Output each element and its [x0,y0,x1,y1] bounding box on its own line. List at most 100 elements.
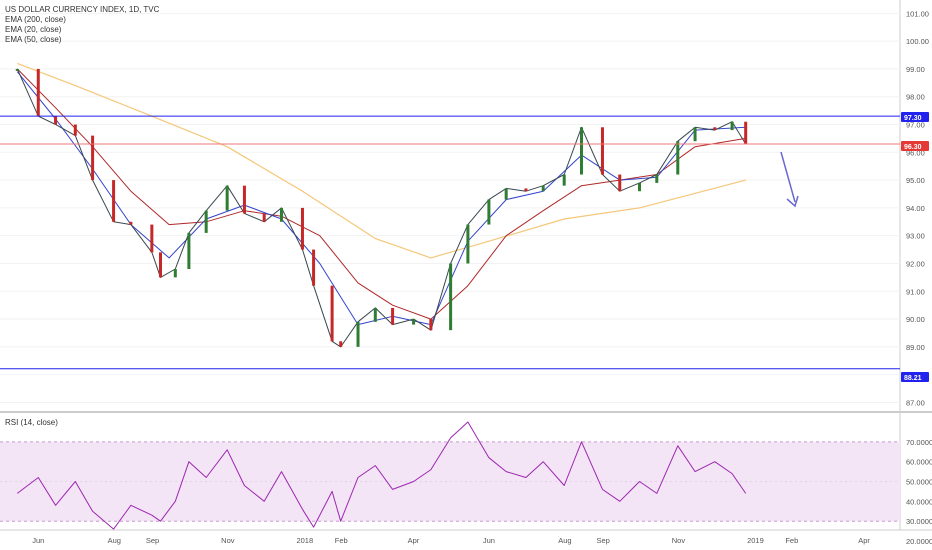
price-candle [73,124,77,136]
time-tick-label: 2019 [747,536,764,545]
badge-current: 96.30 [901,141,929,151]
price-tick-label: 92.00 [906,259,925,268]
price-candle [429,319,433,331]
price-panel[interactable] [0,0,900,410]
legend-rsi[interactable]: RSI (14, close) [5,418,58,427]
price-candle [466,224,470,264]
price-candle [579,127,583,175]
price-tick-label: 94.00 [906,204,925,213]
time-tick-label: Jun [483,536,495,545]
legend-ema200[interactable]: EMA (200, close) [5,15,66,24]
price-tick-label: 95.00 [906,176,925,185]
price-candle [412,319,416,325]
time-tick-label: Apr [408,536,420,545]
price-tick-label: 93.00 [906,232,925,241]
price-candle [541,185,545,192]
time-tick-label: Sep [146,536,159,545]
badge-upper-text: 97.30 [904,115,922,122]
price-candle [693,127,697,142]
price-tick-label: 91.00 [906,287,925,296]
rsi-tick-label: 70.0000 [906,438,932,447]
price-candle [112,180,116,222]
price-candle [36,68,40,117]
price-candle [330,285,334,342]
price-candle [242,185,246,214]
legend-ema20[interactable]: EMA (20, close) [5,25,62,34]
time-tick-label: Sep [596,536,609,545]
ema50-series [16,68,746,320]
price-candle [730,121,734,131]
price-candle [339,341,343,347]
price-candle [676,141,680,175]
price-candle [562,174,566,186]
time-tick-label: Nov [672,536,686,545]
down-arrow-annotation[interactable] [780,151,799,208]
price-candle [356,321,360,347]
price-candle [204,210,208,233]
price-candle [655,174,659,183]
price-candle [54,116,58,125]
badge-current-text: 96.30 [904,144,922,151]
price-axis[interactable]: 101.00 100.00 99.00 98.00 97.00 96.00 95.00 94.… [906,9,929,407]
time-tick-label: Aug [108,536,121,545]
price-candle [391,307,395,325]
price-line [16,68,747,348]
rsi-tick-label: 30.0000 [906,517,932,526]
price-candle [373,307,377,322]
rsi-tick-label: 20.0000 [906,537,932,546]
time-tick-label: Apr [858,536,870,545]
time-tick-label: Aug [558,536,571,545]
price-candle [300,207,304,250]
price-candle [487,199,491,225]
price-points [15,68,748,347]
price-candle [15,68,19,71]
time-tick-label: Jun [32,536,44,545]
badge-upper: 97.30 [901,112,929,122]
time-tick-label: Nov [221,536,235,545]
legend-ema50[interactable]: EMA (50, close) [5,35,62,44]
badge-lower-text: 88.21 [904,375,922,382]
rsi-tick-label: 50.0000 [906,478,932,487]
chart-title: US DOLLAR CURRENCY INDEX, 1D, TVC [5,5,160,14]
price-candle [225,185,229,211]
time-tick-label: 2018 [296,536,313,545]
price-candle [279,207,283,222]
time-tick-label: Feb [785,536,798,545]
price-tick-label: 90.00 [906,315,925,324]
price-candle [173,269,177,278]
price-tick-label: 99.00 [906,65,925,74]
price-candle [262,213,266,222]
price-candle [150,224,154,253]
price-tick-label: 97.00 [906,121,925,130]
price-candle [524,188,528,192]
price-candle [449,263,453,331]
ema200-series [17,62,746,259]
price-tick-label: 98.00 [906,93,925,102]
rsi-tick-label: 40.0000 [906,497,932,506]
rsi-line [16,421,747,530]
price-candle [91,135,95,181]
price-tick-label: 100.00 [906,37,929,46]
ema200-line [17,62,746,259]
time-axis[interactable]: Jun Aug Sep Nov 2018 Feb Apr Jun Aug Sep Nov 2019 Fe… [32,536,870,545]
price-candle [638,182,642,192]
price-candle [744,121,748,144]
price-tick-label: 89.00 [906,343,925,352]
rsi-series [16,421,747,530]
price-tick-label: 96.00 [906,148,925,157]
price-candle [312,249,316,286]
price-candle [504,188,508,200]
rsi-tick-label: 60.0000 [906,458,932,467]
price-candle [618,174,622,192]
price-candle [187,232,191,270]
price-candle [129,221,133,225]
badge-lower: 88.21 [901,372,929,382]
price-candle [600,127,604,175]
price-tick-label: 101.00 [906,9,929,18]
price-tick-label: 87.00 [906,398,925,407]
ema50-line [16,68,746,320]
time-tick-label: Feb [335,536,348,545]
rsi-axis[interactable]: 70.0000 60.0000 50.0000 40.0000 30.0000 20.00… [906,438,932,546]
price-candle [713,127,717,131]
